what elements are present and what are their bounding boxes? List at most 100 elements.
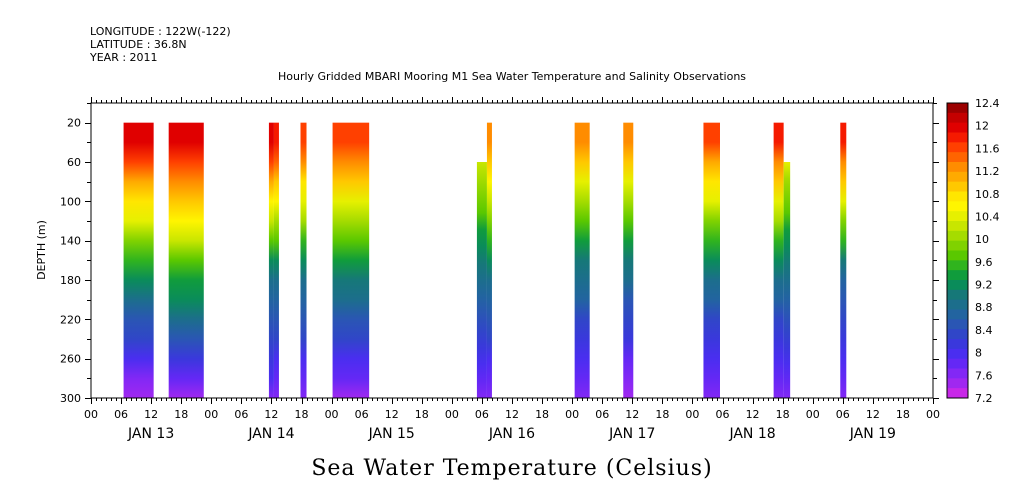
y-axis-label: DEPTH (m) <box>35 220 48 280</box>
y-tick-label: 60 <box>67 156 81 169</box>
plot-frame <box>90 102 934 399</box>
x-tick-label: 06 <box>355 408 369 421</box>
colorbar-label: 8 <box>975 347 982 360</box>
x-tick-label: 00 <box>204 408 218 421</box>
colorbar-label: 8.4 <box>975 324 993 337</box>
y-tick-label: 20 <box>67 117 81 130</box>
temperature-segment <box>476 162 487 398</box>
colorbar-swatch <box>947 358 968 369</box>
x-day-label: JAN 17 <box>608 426 655 442</box>
chart-title: Hourly Gridded MBARI Mooring M1 Sea Wate… <box>278 70 746 83</box>
x-tick-label: 12 <box>866 408 880 421</box>
x-tick-label: 06 <box>595 408 609 421</box>
x-tick-label: 00 <box>685 408 699 421</box>
colorbar-swatch <box>947 319 968 330</box>
colorbar-label: 10.8 <box>975 188 1000 201</box>
colorbar-swatch <box>947 171 968 183</box>
x-day-label: JAN 19 <box>849 426 896 442</box>
temperature-segment <box>574 122 590 399</box>
temperature-segment <box>840 122 847 399</box>
x-tick-label: 12 <box>746 408 760 421</box>
x-tick-label: 12 <box>385 408 399 421</box>
year-label: YEAR : 2011 <box>89 51 158 64</box>
temperature-segment <box>273 122 279 399</box>
colorbar-swatch <box>947 122 968 133</box>
colorbar-label: 10.4 <box>975 210 1000 223</box>
x-tick-label: 12 <box>144 408 158 421</box>
colorbar-swatch <box>947 388 968 399</box>
temperature-segment <box>268 122 274 399</box>
temperature-segment <box>168 122 204 399</box>
x-tick-label: 00 <box>325 408 339 421</box>
x-tick-label: 18 <box>415 408 429 421</box>
x-tick-label: 00 <box>565 408 579 421</box>
colorbar-swatch <box>947 299 968 310</box>
longitude-label: LONGITUDE : 122W(-122) <box>90 25 231 38</box>
colorbar-frame <box>946 102 969 399</box>
colorbar-swatch <box>947 240 968 251</box>
colorbar-swatch <box>947 152 968 163</box>
latitude-label: LATITUDE : 36.8N <box>90 38 187 51</box>
x-tick-label: 06 <box>836 408 850 421</box>
colorbar-swatch <box>947 270 968 281</box>
x-tick-label: 12 <box>625 408 639 421</box>
axis-ticks <box>85 97 939 404</box>
temperature-segment <box>123 122 154 399</box>
colorbar-swatch <box>947 211 968 222</box>
colorbar-swatch <box>947 181 968 192</box>
x-tick-label: 00 <box>445 408 459 421</box>
x-day-label: JAN 14 <box>247 426 294 442</box>
x-day-label: JAN 15 <box>368 426 415 442</box>
x-tick-label: 12 <box>264 408 278 421</box>
x-tick-label: 18 <box>295 408 309 421</box>
colorbar-label: 8.8 <box>975 301 993 314</box>
colorbar-swatch <box>947 378 968 389</box>
temperature-segment <box>332 122 370 399</box>
temperature-segment <box>773 122 784 399</box>
colorbar-swatch <box>947 112 968 124</box>
x-tick-label: 06 <box>114 408 128 421</box>
colorbar-swatch <box>947 260 968 271</box>
colorbar-label: 11.2 <box>975 165 1000 178</box>
y-tick-label: 140 <box>60 235 81 248</box>
temperature-segment <box>300 122 307 399</box>
temperature-segment <box>623 122 634 399</box>
x-tick-label: 06 <box>716 408 730 421</box>
y-tick-labels: 20 60 100 140 180 220 260 300 <box>60 117 81 405</box>
colorbar-swatch <box>947 280 968 291</box>
x-axis-title: Sea Water Temperature (Celsius) <box>311 456 712 481</box>
colorbar-swatch <box>947 368 968 379</box>
colorbar-label: 11.6 <box>975 142 1000 155</box>
colorbar-label: 10 <box>975 233 989 246</box>
x-day-labels: JAN 13 JAN 14 JAN 15 JAN 16 JAN 17 JAN 18 JAN … <box>127 426 896 442</box>
colorbar-swatch <box>947 230 968 242</box>
x-tick-label: 18 <box>174 408 188 421</box>
colorbar-swatch <box>947 250 968 261</box>
y-tick-label: 220 <box>60 313 81 326</box>
temperature-segment <box>783 162 791 398</box>
x-tick-label: 00 <box>806 408 820 421</box>
x-tick-label: 06 <box>234 408 248 421</box>
colorbar-swatch <box>947 132 968 143</box>
y-tick-label: 300 <box>60 392 81 405</box>
x-tick-label: 18 <box>655 408 669 421</box>
y-tick-label: 260 <box>60 353 81 366</box>
colorbar-swatch <box>947 103 968 114</box>
colorbar-swatch <box>947 221 968 232</box>
x-tick-label: 00 <box>926 408 940 421</box>
colorbar-label: 9.2 <box>975 279 993 292</box>
x-tick-label: 18 <box>776 408 790 421</box>
colorbar-label: 7.6 <box>975 369 993 382</box>
y-tick-label: 100 <box>60 195 81 208</box>
colorbar-labels: 12.4 12 11.6 11.2 10.8 10.4 10 9.6 9.2 8.8 8.4 8 7.6… <box>975 97 1000 405</box>
colorbar-swatch <box>947 142 968 153</box>
x-tick-label: 12 <box>505 408 519 421</box>
colorbar-swatch <box>947 201 968 212</box>
colorbar-swatch <box>947 309 968 320</box>
temperature-segment <box>486 122 492 399</box>
colorbar-label: 9.6 <box>975 256 993 269</box>
temperature-segment <box>703 122 720 399</box>
plot-segments <box>123 122 847 399</box>
colorbar-label: 12 <box>975 120 989 133</box>
